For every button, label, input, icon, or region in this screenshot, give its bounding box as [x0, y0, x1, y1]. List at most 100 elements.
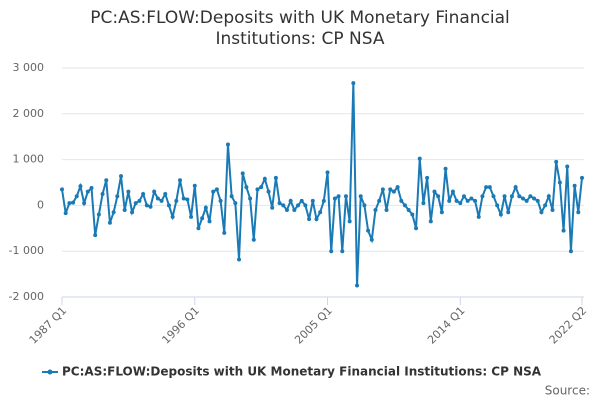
point — [200, 216, 205, 221]
point — [233, 201, 238, 206]
point — [203, 205, 208, 210]
point — [211, 189, 216, 194]
point — [185, 197, 190, 202]
y-tick-label: 1 000 — [13, 153, 45, 166]
point — [214, 187, 219, 192]
point — [277, 201, 282, 206]
point — [439, 210, 444, 215]
point — [450, 189, 455, 194]
point — [126, 189, 131, 194]
point — [546, 194, 551, 199]
point — [498, 212, 503, 217]
point — [388, 187, 393, 192]
point — [535, 198, 540, 203]
point — [133, 201, 138, 206]
x-tick-label: 2014 Q1 — [425, 304, 468, 347]
point — [528, 194, 533, 199]
x-tick-label: 1987 Q1 — [27, 304, 70, 347]
legend-marker — [47, 369, 53, 375]
point — [288, 198, 293, 203]
point — [572, 183, 577, 188]
point — [155, 196, 160, 201]
point — [266, 189, 271, 194]
point — [425, 175, 430, 180]
point — [369, 237, 374, 242]
point — [384, 207, 389, 212]
point — [74, 194, 79, 199]
point — [222, 230, 227, 235]
point — [355, 283, 360, 288]
point — [480, 194, 485, 199]
point — [506, 210, 511, 215]
point — [550, 207, 555, 212]
point — [229, 194, 234, 199]
point — [436, 194, 441, 199]
point — [71, 200, 76, 205]
point — [509, 194, 514, 199]
point — [119, 174, 124, 179]
point — [406, 207, 411, 212]
point — [476, 214, 481, 219]
point — [196, 226, 201, 231]
point — [565, 164, 570, 169]
point — [107, 220, 112, 225]
point — [347, 219, 352, 224]
point — [270, 205, 275, 210]
point — [513, 185, 518, 190]
point — [495, 203, 500, 208]
point — [237, 257, 242, 262]
point — [373, 207, 378, 212]
y-tick-label: 3 000 — [13, 61, 45, 74]
point — [281, 203, 286, 208]
point — [557, 180, 562, 185]
point — [469, 196, 474, 201]
point — [89, 185, 94, 190]
point — [343, 194, 348, 199]
point — [491, 194, 496, 199]
y-tick-label: -2 000 — [9, 290, 44, 303]
point — [296, 203, 301, 208]
point — [163, 191, 168, 196]
point — [218, 198, 223, 203]
point — [391, 189, 396, 194]
point — [473, 198, 478, 203]
point — [67, 201, 72, 206]
point — [325, 170, 330, 175]
point — [207, 219, 212, 224]
point — [399, 198, 404, 203]
y-tick-label: 0 — [37, 198, 44, 211]
point — [292, 207, 297, 212]
point — [96, 212, 101, 217]
point — [336, 194, 341, 199]
point — [568, 249, 573, 254]
y-tick-label: -1 000 — [9, 244, 44, 257]
point — [273, 175, 278, 180]
point — [303, 203, 308, 208]
point — [78, 184, 83, 189]
point — [395, 185, 400, 190]
point — [310, 198, 315, 203]
point — [414, 226, 419, 231]
legend-label: PC:AS:FLOW:Deposits with UK Monetary Fin… — [62, 365, 542, 379]
point — [520, 196, 525, 201]
point — [580, 175, 584, 180]
y-tick-label: 2 000 — [13, 107, 45, 120]
point — [458, 201, 463, 206]
point — [111, 210, 116, 215]
point — [166, 203, 171, 208]
point — [115, 194, 120, 199]
point — [532, 196, 537, 201]
point — [259, 185, 264, 190]
point — [181, 196, 186, 201]
point — [63, 211, 68, 216]
point — [321, 198, 326, 203]
point — [318, 210, 323, 215]
point — [329, 249, 334, 254]
point — [576, 210, 581, 215]
point — [189, 214, 194, 219]
point — [130, 210, 135, 215]
point — [380, 187, 385, 192]
point — [251, 237, 256, 242]
